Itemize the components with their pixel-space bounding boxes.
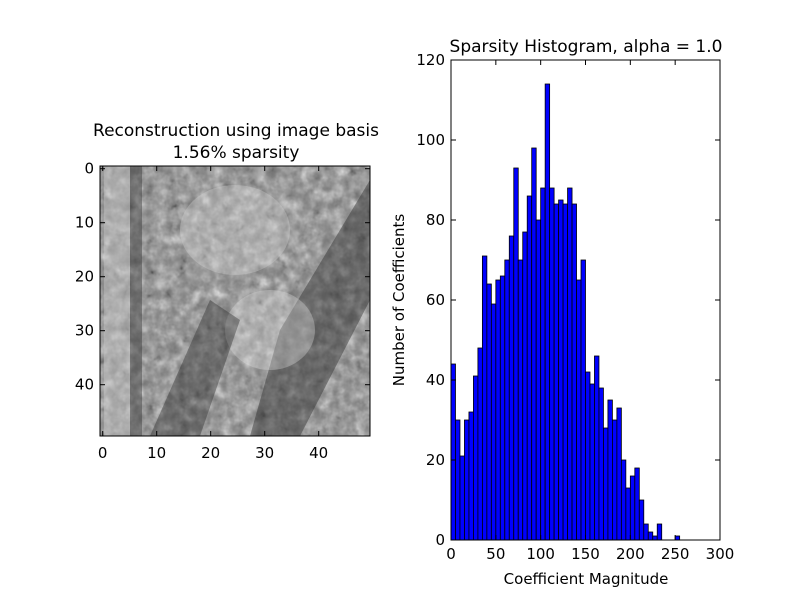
reconstruction-image [100,166,370,436]
histogram-bar [450,363,456,541]
image-title: Reconstruction using image basis [93,121,379,141]
histogram-bar [513,167,519,541]
histogram-bar [526,195,533,541]
histogram-bar [553,203,559,541]
histogram-y-tick-label: 100 [416,131,445,149]
histogram-bar [603,427,609,541]
histogram-y-tick-label: 20 [426,451,445,469]
histogram-bar [594,355,600,541]
histogram-bar [504,259,510,541]
histogram-bar [535,219,542,541]
histogram-bar [473,375,479,541]
image-x-tick-label: 20 [201,444,220,462]
histogram-bar [674,535,681,541]
histogram-y-tick-label: 80 [426,211,445,229]
histogram-bar [652,535,658,541]
histogram-bar [567,187,573,541]
histogram-bar [589,383,595,541]
histogram-y-tick-label: 60 [426,291,445,309]
image-x-tick-label: 10 [147,444,166,462]
histogram-bar [464,419,470,541]
histogram-bar [517,259,524,541]
histogram-bar [490,303,497,541]
histogram-bar [585,371,591,541]
image-x-tick-label: 30 [255,444,274,462]
image-y-tick-label: 40 [75,376,94,394]
histogram-x-tick-label: 200 [616,545,645,563]
histogram-bar [656,523,663,541]
histogram-y-tick-label: 120 [416,51,445,69]
histogram-x-tick-label: 50 [486,545,505,563]
histogram-bars [450,83,681,541]
image-panel: Reconstruction using image basis 1.56% s… [75,121,379,462]
histogram-bar [477,347,483,541]
image-y-tick-label: 10 [75,214,94,232]
histogram-bar [544,83,551,541]
histogram-bar [580,259,586,541]
histogram-bar [571,203,577,541]
histogram-bar [598,387,604,541]
image-y-tick-label: 20 [75,268,94,286]
image-subtitle: 1.56% sparsity [173,143,300,163]
histogram-bar [558,199,564,541]
image-x-tick-label: 40 [309,444,328,462]
histogram-bar [481,255,488,541]
histogram-bar [629,475,636,541]
histogram-x-tick-label: 100 [526,545,555,563]
histogram-bar [620,459,627,541]
histogram-bar [508,235,515,541]
histogram-x-tick-label: 250 [661,545,690,563]
histogram-bar [562,203,568,541]
histogram-y-tick-label: 40 [426,371,445,389]
histogram-bar [455,419,461,541]
histogram-panel: Sparsity Histogram, alpha = 1.0 0 50 100 15… [390,37,734,588]
histogram-bar [499,275,506,541]
histogram-bar [643,523,649,541]
histogram-bar [495,279,501,541]
histogram-bar [522,231,528,541]
histogram-bar [612,419,618,541]
histogram-bar [468,411,474,541]
histogram-bar [576,279,582,541]
image-x-tick-label: 0 [98,444,108,462]
histogram-bar [607,399,613,541]
histogram-x-tick-label: 0 [446,545,456,563]
histogram-bar [486,283,492,541]
histogram-bar [540,187,546,541]
histogram-bar [549,187,555,541]
y-axis-label: Number of Coefficients [390,214,408,387]
histogram-bar [531,147,537,541]
histogram-bar [638,499,645,541]
image-y-tick-label: 0 [84,160,94,178]
histogram-title: Sparsity Histogram, alpha = 1.0 [450,37,723,57]
histogram-bar [616,407,622,541]
x-axis-label: Coefficient Magnitude [504,570,669,588]
histogram-bar [625,487,631,541]
histogram-bar [634,467,640,541]
histogram-bar [459,455,465,541]
histogram-x-tick-label: 300 [706,545,735,563]
histogram-x-tick-label: 150 [571,545,600,563]
histogram-y-tick-label: 0 [435,531,445,549]
histogram-bar [647,531,654,541]
image-y-tick-label: 30 [75,322,94,340]
